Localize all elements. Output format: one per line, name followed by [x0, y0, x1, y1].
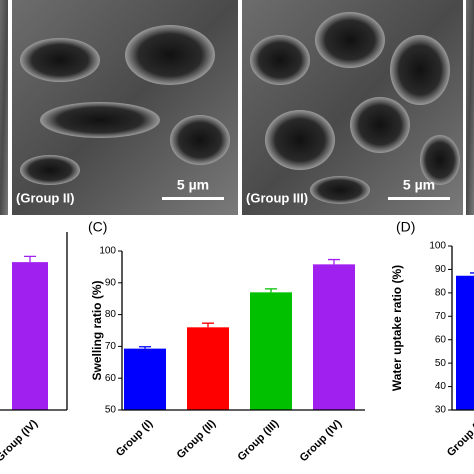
y-tick-label: 70 [435, 311, 447, 322]
scale-bar [388, 197, 450, 200]
y-tick-label: 50 [435, 358, 447, 369]
sem-image [466, 0, 474, 215]
y-tick-label: 90 [435, 264, 447, 275]
x-tick-label: Group (IV) [298, 417, 345, 464]
error-bar [328, 258, 340, 265]
error-bar [139, 346, 151, 349]
bar [250, 292, 292, 410]
scale-bar [162, 197, 224, 200]
y-tick-label: 60 [435, 334, 447, 345]
x-tick-label: Group (II) [175, 417, 219, 461]
charts: Group (IV) (C) Swelling ratio (%) 50 60 70 80 9… [0, 219, 474, 464]
y-axis-label: Water uptake ratio (%) [390, 265, 404, 391]
y-tick-label: 100 [429, 241, 446, 252]
panel-label: (D) [396, 219, 415, 235]
error-bar [470, 272, 474, 274]
y-axis-label: Swelling ratio (%) [90, 280, 104, 380]
y-tick-label: 90 [105, 277, 117, 288]
image-label: (Group III) [246, 190, 308, 205]
y-tick-label: 50 [105, 405, 117, 416]
y-tick-label: 80 [435, 287, 447, 298]
y-tick-label: 70 [105, 341, 117, 352]
y-tick-label: 60 [105, 373, 117, 384]
x-tick-label: Group (IV) [0, 417, 40, 464]
y-tick-label: 30 [435, 405, 447, 416]
y-tick-label: 100 [99, 246, 116, 257]
x-tick-label: Group (I) [114, 417, 156, 459]
panel-label: (C) [88, 219, 107, 235]
image-label: (Group II) [16, 190, 75, 205]
x-tick-label: Group (I) [445, 417, 474, 459]
bar [187, 327, 229, 410]
bar [124, 348, 166, 410]
y-tick-label: 80 [105, 309, 117, 320]
error-bar [202, 322, 214, 328]
pores [20, 12, 460, 204]
scale-bar-label: 5 µm [177, 177, 209, 193]
error-bar [265, 288, 277, 293]
x-tick-label: Group (III) [236, 417, 282, 463]
bar [456, 275, 474, 410]
scale-bar-label: 5 µm [403, 177, 435, 193]
bar [12, 262, 48, 410]
error-bar [24, 255, 36, 263]
y-tick-label: 40 [435, 381, 447, 392]
sem-image [0, 0, 8, 215]
sem-images [0, 0, 474, 215]
bar [313, 264, 355, 410]
